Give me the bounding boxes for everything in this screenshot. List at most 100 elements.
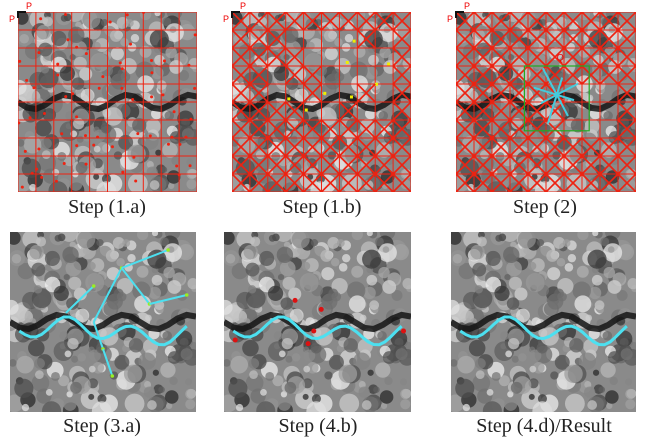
cross: [356, 137, 376, 157]
texture: [186, 158, 194, 166]
texture: [243, 244, 259, 260]
texture: [339, 393, 360, 412]
cross: [320, 137, 340, 157]
texture: [224, 250, 240, 267]
texture: [166, 402, 173, 410]
cross: [456, 12, 475, 31]
cross: [249, 83, 269, 103]
texture: [458, 263, 475, 280]
cross: [599, 137, 619, 157]
texture: [470, 244, 485, 260]
point: [120, 67, 124, 71]
texture: [303, 349, 316, 362]
point: [23, 149, 27, 153]
texture: [41, 150, 51, 160]
point: [177, 173, 181, 177]
texture: [35, 370, 44, 380]
cross: [249, 101, 269, 121]
texture: [585, 314, 593, 322]
texture: [33, 285, 43, 294]
texture: [472, 373, 491, 392]
texture: [546, 249, 559, 262]
texture: [19, 310, 34, 325]
texture: [160, 166, 168, 174]
texture: [164, 110, 175, 121]
texture: [299, 273, 319, 293]
window: [523, 65, 590, 132]
texture: [380, 402, 388, 410]
texture: [564, 263, 574, 272]
cross: [320, 12, 340, 31]
texture: [284, 381, 297, 394]
texture: [373, 386, 380, 394]
crack: [10, 311, 196, 333]
cross: [356, 29, 376, 49]
texture: [341, 43, 351, 52]
texture: [358, 381, 366, 389]
cross: [338, 155, 358, 175]
texture: [592, 369, 600, 376]
cross: [581, 137, 601, 157]
texture: [377, 330, 387, 341]
texture: [557, 291, 567, 302]
texture: [112, 236, 125, 249]
cross: [527, 101, 547, 121]
cross: [491, 29, 511, 49]
texture: [40, 65, 50, 74]
cross: [374, 173, 394, 192]
texture: [69, 53, 76, 61]
texture: [516, 308, 530, 323]
texture: [320, 249, 333, 262]
texture: [564, 19, 573, 27]
cross: [563, 137, 583, 157]
cross: [285, 47, 305, 67]
cross: [491, 83, 511, 103]
cross: [267, 155, 287, 175]
cross: [545, 155, 565, 175]
cross: [617, 47, 636, 67]
texture: [146, 166, 158, 178]
texture: [459, 310, 474, 325]
texture: [310, 342, 322, 354]
texture: [88, 349, 101, 362]
cross: [509, 12, 529, 31]
texture: [451, 250, 467, 267]
texture: [162, 330, 172, 341]
cross: [599, 29, 619, 49]
texture: [54, 234, 62, 242]
texture: [306, 41, 315, 51]
texture: [73, 287, 87, 301]
texture: [494, 285, 510, 301]
texture: [482, 401, 502, 412]
texture: [10, 299, 19, 315]
point: [120, 86, 124, 90]
texture: [598, 386, 606, 394]
texture: [42, 16, 53, 27]
texture: [247, 285, 257, 294]
texture: [160, 362, 176, 378]
cross: [509, 137, 529, 157]
texture: [105, 249, 118, 262]
point: [129, 42, 133, 46]
texture: [92, 41, 101, 51]
texture: [256, 16, 267, 27]
texture: [259, 250, 275, 266]
texture: [185, 378, 193, 386]
texture: [10, 394, 24, 412]
cross: [249, 47, 269, 67]
cross: [249, 119, 269, 139]
texture: [147, 249, 167, 269]
point: [374, 82, 378, 86]
panel: [232, 12, 411, 192]
texture: [625, 399, 636, 410]
texture: [267, 285, 284, 301]
texture: [75, 21, 82, 29]
texture: [186, 179, 197, 190]
texture: [16, 355, 34, 374]
cross: [599, 65, 619, 85]
point: [150, 71, 154, 75]
cross: [617, 137, 636, 157]
branch: [149, 294, 187, 305]
texture: [457, 355, 475, 374]
cross: [285, 137, 305, 157]
